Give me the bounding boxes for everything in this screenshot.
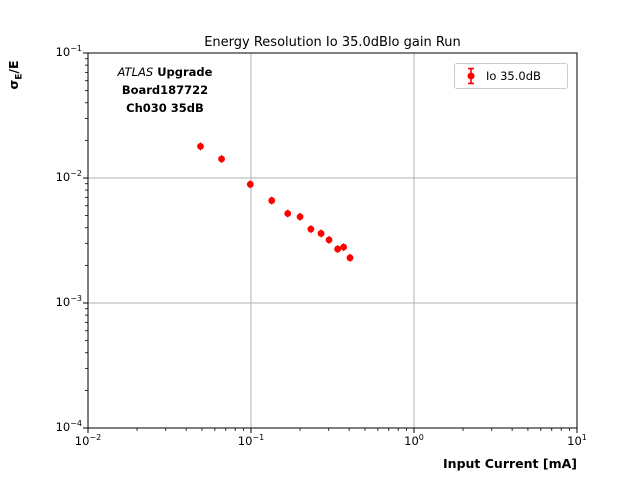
ylabel-sigma: σ xyxy=(6,79,21,90)
x-tick-label: 10−1 xyxy=(237,433,265,448)
annotation-block: ATLAS Upgrade Board187722 Ch030 35dB xyxy=(95,63,235,117)
data-point xyxy=(296,213,304,221)
y-tick-label: 10−1 xyxy=(55,44,82,59)
data-point xyxy=(246,180,254,188)
data-point xyxy=(197,142,204,150)
x-tick-label: 10−2 xyxy=(74,433,102,448)
x-axis-label: Input Current [mA] xyxy=(443,456,577,471)
annotation-atlas: ATLAS xyxy=(117,65,154,79)
data-point xyxy=(218,155,225,163)
annotation-line-1: ATLAS Upgrade xyxy=(95,63,235,81)
annotation-line-2: Board187722 xyxy=(121,83,209,97)
data-point xyxy=(317,230,325,237)
data-point xyxy=(346,254,354,262)
y-tick-label: 10−4 xyxy=(55,419,82,434)
legend: Io 35.0dB xyxy=(454,63,568,89)
y-tick-label: 10−2 xyxy=(55,169,82,184)
data-point xyxy=(307,225,315,233)
ylabel-subscript: E xyxy=(14,73,25,80)
legend-label: Io 35.0dB xyxy=(486,69,541,83)
x-tick-label: 100 xyxy=(404,433,424,448)
annotation-line-3: Ch030 35dB xyxy=(126,101,204,115)
data-point xyxy=(334,245,342,253)
data-point xyxy=(340,243,348,251)
x-tick-label: 101 xyxy=(567,433,587,448)
errorbar-marker-icon xyxy=(467,67,475,85)
data-point xyxy=(325,236,333,244)
axes-spines xyxy=(87,52,578,429)
y-axis-label: σE/E xyxy=(6,51,25,99)
chart-title: Energy Resolution Io 35.0dBlo gain Run xyxy=(204,35,461,50)
annotation-upgrade: Upgrade xyxy=(157,65,213,79)
ylabel-rest: /E xyxy=(6,60,21,74)
data-point xyxy=(268,197,276,204)
y-tick-label: 10−3 xyxy=(55,294,82,309)
data-point xyxy=(284,210,292,217)
